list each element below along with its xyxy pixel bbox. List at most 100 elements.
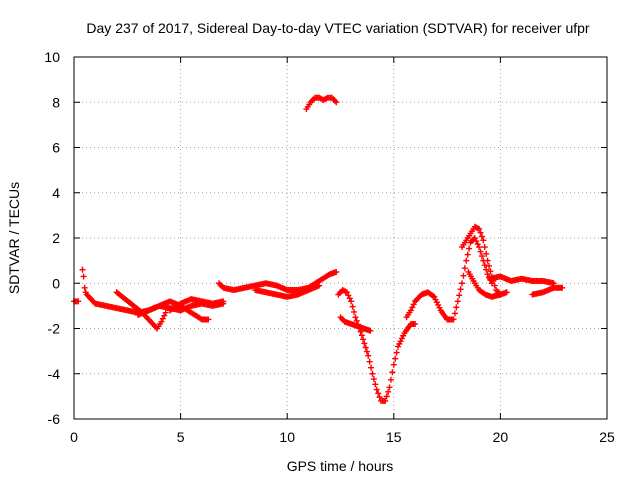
data-point	[392, 355, 399, 362]
data-point	[376, 394, 383, 401]
data-point	[484, 271, 491, 278]
data-point	[481, 262, 488, 269]
data-point	[362, 344, 369, 351]
x-tick-label: 25	[599, 429, 615, 445]
data-point	[360, 336, 367, 343]
y-tick-label: -2	[48, 321, 61, 337]
data-point	[383, 393, 390, 400]
data-point	[361, 340, 368, 347]
y-tick-label: -6	[48, 411, 61, 427]
data-point	[430, 292, 437, 299]
series-s8	[252, 282, 323, 300]
data-point	[389, 369, 396, 376]
data-point	[400, 332, 407, 339]
data-point	[81, 284, 88, 291]
data-point	[352, 314, 359, 321]
data-point	[471, 235, 478, 241]
data-point	[351, 308, 358, 315]
data-point	[333, 268, 340, 275]
data-point	[480, 237, 487, 244]
data-point	[393, 349, 400, 356]
series-s7	[215, 268, 340, 294]
data-point	[316, 282, 323, 289]
data-point	[363, 348, 370, 355]
data-point	[483, 250, 490, 257]
data-point	[205, 316, 212, 323]
axis-ticks	[73, 56, 608, 420]
data-point	[486, 262, 493, 269]
series-s10	[335, 287, 419, 404]
series-s5	[134, 298, 212, 323]
chart-title: Day 237 of 2017, Sidereal Day-to-day VTE…	[86, 20, 590, 36]
data-point	[385, 388, 392, 395]
series-s15	[486, 273, 557, 287]
data-point	[432, 296, 439, 303]
data-point	[477, 248, 484, 255]
x-tick-label: 10	[279, 429, 295, 445]
data-point	[476, 225, 483, 232]
data-point	[375, 390, 382, 397]
data-point	[412, 320, 419, 327]
data-points	[71, 94, 566, 404]
x-tick-label: 0	[70, 429, 78, 445]
data-point	[463, 257, 470, 264]
series-s14	[465, 268, 510, 300]
data-point	[409, 304, 416, 311]
y-tick-label: 6	[52, 140, 60, 156]
data-point	[368, 364, 375, 371]
data-point	[75, 298, 82, 305]
data-point	[396, 340, 403, 347]
data-point	[454, 298, 461, 305]
data-point	[366, 358, 373, 365]
data-point	[349, 303, 356, 310]
x-tick-label: 15	[386, 429, 402, 445]
data-point	[503, 289, 510, 296]
data-point	[481, 244, 488, 251]
data-point	[466, 245, 473, 252]
data-point	[159, 315, 166, 322]
data-point	[358, 332, 365, 339]
data-point	[390, 361, 397, 368]
x-tick-label: 5	[177, 429, 185, 445]
data-point	[386, 384, 393, 391]
data-point	[450, 316, 457, 323]
data-point	[436, 304, 443, 311]
x-axis-label: GPS time / hours	[287, 458, 394, 474]
y-tick-label: 0	[52, 275, 60, 291]
x-tick-labels: 0 5 10 15 20 25	[70, 429, 615, 445]
data-point	[491, 282, 498, 289]
y-tick-label: -4	[48, 366, 61, 382]
data-point	[333, 99, 340, 106]
data-point	[559, 284, 566, 291]
data-point	[484, 257, 491, 264]
data-point	[348, 298, 355, 305]
series-s9	[303, 94, 340, 113]
data-point	[220, 298, 227, 305]
data-point	[387, 376, 394, 383]
data-point	[158, 318, 165, 325]
data-point	[476, 244, 483, 251]
data-point	[477, 229, 484, 236]
data-point	[474, 241, 481, 248]
data-point	[367, 327, 374, 334]
data-point	[456, 292, 463, 299]
data-point	[473, 238, 480, 245]
data-point	[345, 292, 352, 299]
y-tick-labels: -6 -4 -2 0 2 4 6 8 10	[44, 49, 60, 427]
data-point	[382, 397, 389, 404]
series-s16	[529, 284, 566, 298]
data-point	[343, 289, 350, 296]
data-point	[80, 273, 87, 280]
data-point	[461, 265, 468, 272]
data-point	[464, 251, 471, 258]
data-point	[395, 343, 402, 350]
data-point	[487, 268, 494, 275]
data-point	[365, 352, 372, 359]
data-point	[457, 286, 464, 293]
y-tick-label: 10	[44, 49, 60, 65]
data-point	[346, 295, 353, 302]
data-point	[460, 272, 467, 279]
data-point	[478, 233, 485, 240]
